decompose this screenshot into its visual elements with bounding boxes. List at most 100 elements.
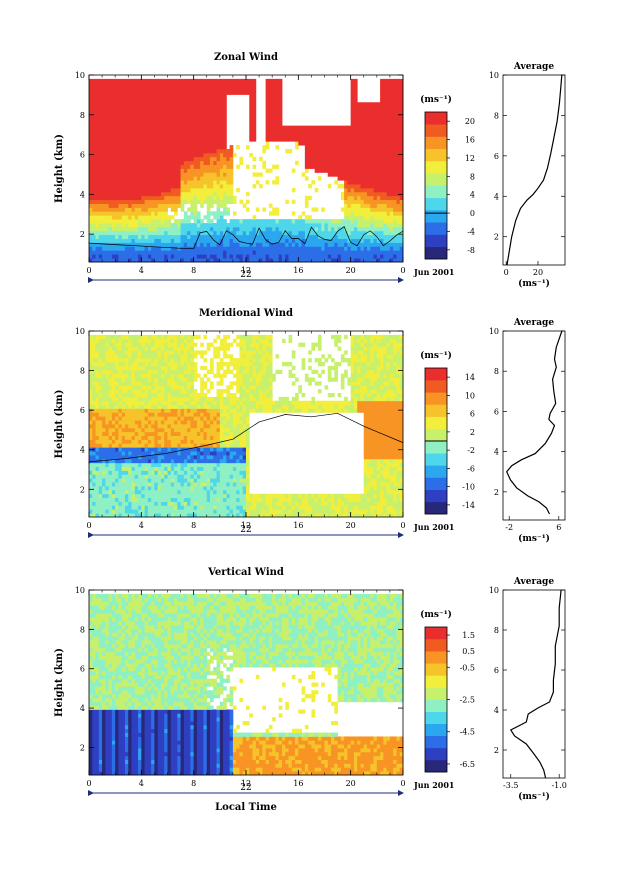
heatmap-cell xyxy=(151,424,155,429)
heatmap-cell xyxy=(190,234,195,240)
heatmap-cell xyxy=(380,172,384,177)
average-y-tick-label: 10 xyxy=(489,71,499,80)
heatmap-cell xyxy=(363,203,368,208)
heatmap-cell xyxy=(102,443,106,448)
heatmap-cell xyxy=(183,121,188,127)
heatmap-cell xyxy=(167,113,172,119)
heatmap-cell xyxy=(89,110,93,115)
heatmap-cell xyxy=(236,219,240,224)
heatmap-cell xyxy=(357,110,361,115)
heatmap-cell xyxy=(262,246,267,251)
heatmap-cell xyxy=(134,141,139,146)
heatmap-cell xyxy=(124,137,129,142)
heatmap-cell xyxy=(115,117,119,123)
heatmap-cell xyxy=(363,207,368,212)
heatmap-cell xyxy=(111,369,116,375)
heatmap-cell xyxy=(167,458,172,464)
heatmap-cell xyxy=(98,137,103,142)
heatmap-cell xyxy=(291,168,296,173)
average-y-tick-label: 2 xyxy=(494,233,499,242)
heatmap-cell xyxy=(363,121,368,127)
heatmap-cell xyxy=(164,389,168,394)
heatmap-cell xyxy=(226,156,231,162)
heatmap-cell xyxy=(164,125,168,130)
heatmap-cell xyxy=(272,102,276,107)
heatmap-cell xyxy=(281,226,286,232)
heatmap-cell xyxy=(118,219,123,224)
heatmap-cell xyxy=(393,110,397,115)
heatmap-cell xyxy=(380,187,384,193)
heatmap-cell xyxy=(187,160,191,166)
heatmap-cell xyxy=(259,226,263,232)
heatmap-cell xyxy=(92,404,96,409)
heatmap-cell xyxy=(242,230,247,236)
heatmap-cell xyxy=(111,207,116,212)
heatmap-cell xyxy=(154,346,159,351)
heatmap-cell xyxy=(115,207,119,212)
heatmap-cell xyxy=(92,141,96,146)
heatmap-cell xyxy=(108,129,113,134)
heatmap-cell xyxy=(210,133,214,138)
heatmap-cell xyxy=(121,199,126,204)
heatmap-cell xyxy=(170,172,175,177)
heatmap-cell xyxy=(370,145,374,150)
heatmap-cell xyxy=(92,195,96,201)
heatmap-cell xyxy=(376,113,381,119)
heatmap-cell xyxy=(347,258,352,263)
heatmap-cell xyxy=(105,149,110,154)
heatmap-cell xyxy=(121,90,126,95)
heatmap-cell xyxy=(138,211,142,216)
heatmap-cell xyxy=(386,156,391,162)
heatmap-cell xyxy=(157,121,162,127)
heatmap-cell xyxy=(89,98,93,103)
heatmap-cell xyxy=(170,505,175,510)
heatmap-cell xyxy=(95,342,100,347)
heatmap-cell xyxy=(357,238,361,243)
heatmap-cell xyxy=(337,238,342,243)
heatmap-cell xyxy=(177,125,181,130)
heatmap-cell xyxy=(134,509,139,514)
heatmap-cell xyxy=(187,223,191,228)
heatmap-cell xyxy=(272,98,276,103)
heatmap-cell xyxy=(357,203,361,208)
heatmap-cell xyxy=(389,149,394,154)
heatmap-cell xyxy=(141,102,146,107)
heatmap-cell xyxy=(128,258,132,263)
heatmap-cell xyxy=(121,435,126,440)
heatmap-cell xyxy=(360,215,365,220)
heatmap-cell xyxy=(396,254,401,259)
heatmap-cell xyxy=(118,358,123,363)
heatmap-cell xyxy=(285,238,289,243)
heatmap-cell xyxy=(180,176,185,181)
heatmap-cell xyxy=(118,234,123,240)
heatmap-cell xyxy=(147,223,152,228)
heatmap-cell xyxy=(138,90,142,95)
heatmap-cell xyxy=(138,404,142,409)
heatmap-cell xyxy=(164,381,168,386)
heatmap-cell xyxy=(295,145,299,150)
heatmap-cell xyxy=(160,439,165,444)
heatmap-cell xyxy=(389,160,394,166)
heatmap-cell xyxy=(389,98,394,103)
heatmap-cell xyxy=(399,172,404,177)
heatmap-cell xyxy=(246,238,250,243)
heatmap-cell xyxy=(183,110,188,115)
heatmap-cell xyxy=(118,373,123,378)
heatmap-cell xyxy=(344,164,348,169)
heatmap-cell xyxy=(278,137,283,142)
y-axis-label: Height (km) xyxy=(54,134,65,203)
heatmap-cell xyxy=(98,369,103,375)
heatmap-cell xyxy=(115,211,119,216)
heatmap-cell xyxy=(239,242,244,247)
heatmap-cell xyxy=(327,234,332,240)
heatmap-cell xyxy=(170,129,175,134)
heatmap-cell xyxy=(239,199,244,204)
heatmap-cell xyxy=(219,184,224,189)
heatmap-cell xyxy=(147,373,152,378)
heatmap-cell xyxy=(353,246,358,251)
heatmap-cell xyxy=(98,389,103,394)
heatmap-cell xyxy=(272,133,276,138)
heatmap-cell xyxy=(131,342,136,347)
heatmap-cell xyxy=(111,246,116,251)
heatmap-cell xyxy=(154,168,159,173)
